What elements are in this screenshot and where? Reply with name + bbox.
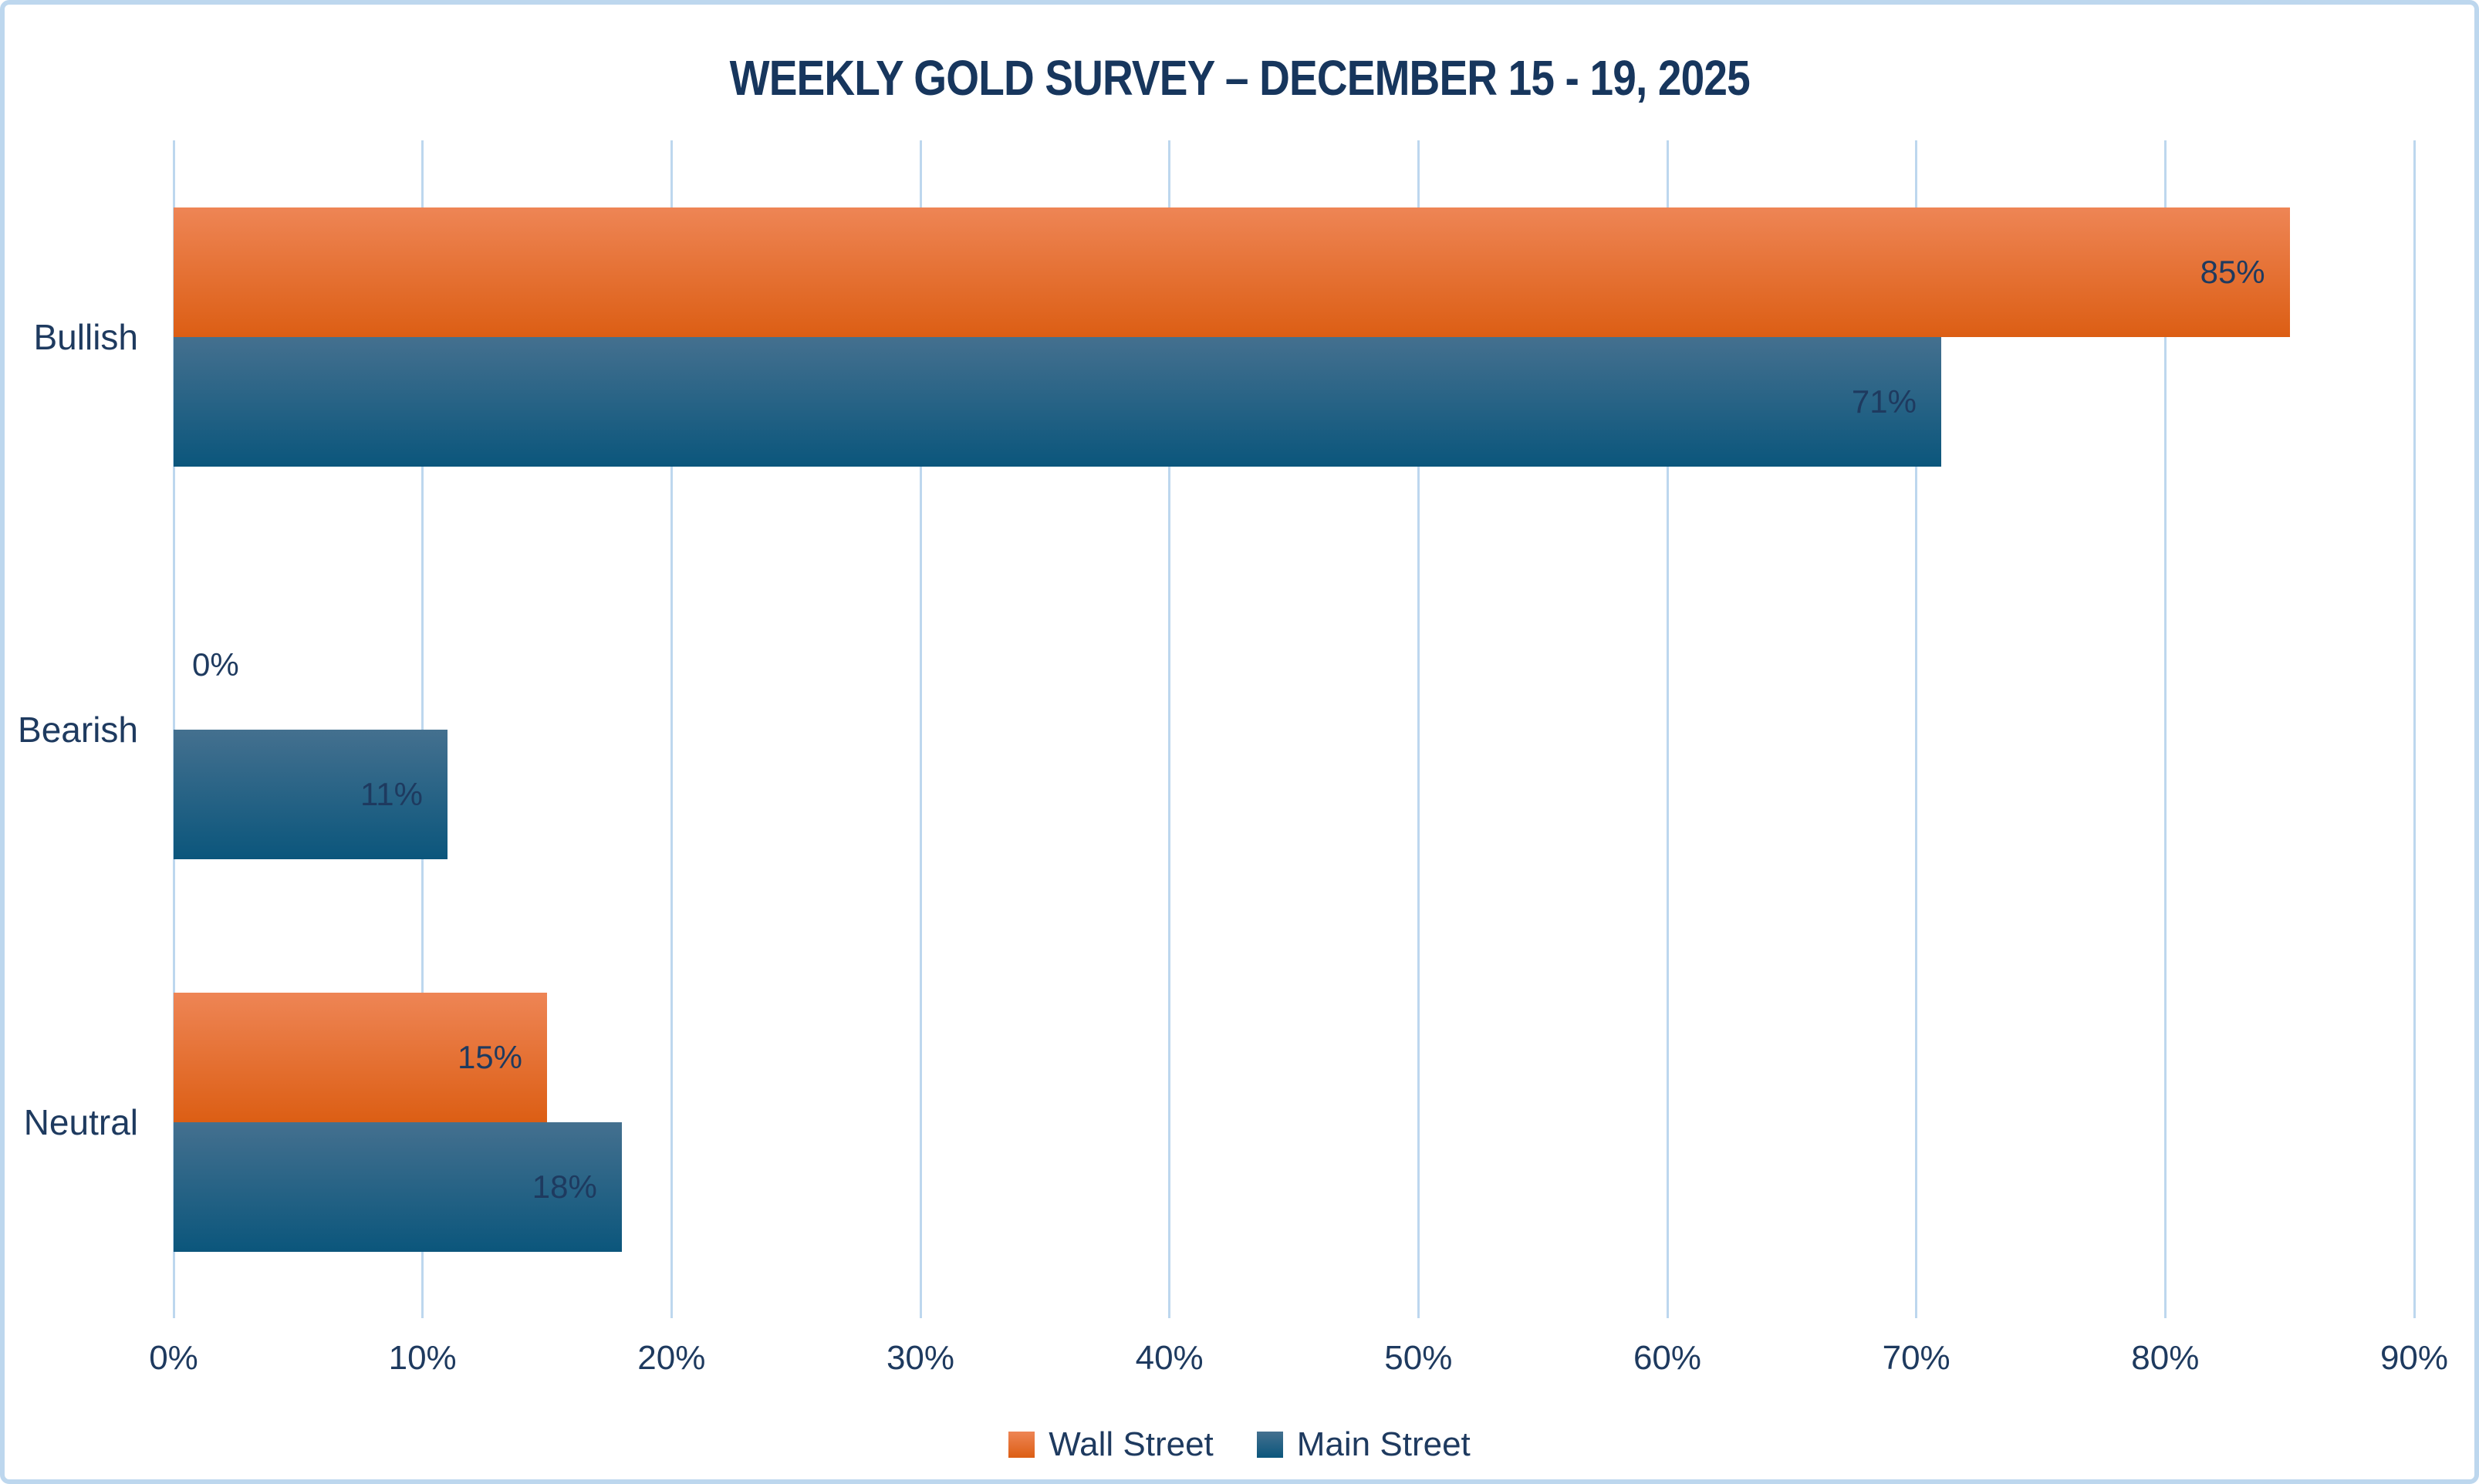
bar-main-street-bearish: 11% (174, 729, 448, 859)
gridline-6 (1666, 140, 1669, 1318)
value-label-main-street-bullish: 71% (1851, 383, 1917, 420)
value-label-wall-street-neutral: 15% (457, 1038, 522, 1075)
x-tick-label-8: 80% (2131, 1339, 2200, 1377)
legend: Wall Street Main Street (5, 1425, 2474, 1464)
category-label-bearish: Bearish (18, 709, 138, 750)
category-label-bullish: Bullish (33, 316, 138, 357)
gridline-5 (1417, 140, 1420, 1318)
legend-item-wall-street: Wall Street (1008, 1425, 1214, 1464)
value-label-main-street-bearish: 11% (360, 775, 423, 812)
x-tick-label-4: 40% (1135, 1339, 1204, 1377)
gridline-2 (670, 140, 673, 1318)
gridline-8 (2163, 140, 2167, 1318)
bar-wall-street-bullish: 85% (174, 207, 2290, 337)
x-tick-label-2: 20% (637, 1339, 706, 1377)
category-label-neutral: Neutral (23, 1101, 138, 1142)
x-tick-label-0: 0% (149, 1339, 198, 1377)
bar-main-street-bullish: 71% (174, 336, 1941, 467)
bar-main-street-neutral: 18% (174, 1121, 622, 1252)
x-tick-label-9: 90% (2379, 1339, 2449, 1377)
legend-item-main-street: Main Street (1256, 1425, 1471, 1464)
gridline-3 (919, 140, 922, 1318)
x-tick-label-7: 70% (1882, 1339, 1950, 1377)
legend-swatch-main-street (1256, 1432, 1283, 1458)
legend-label-main-street: Main Street (1296, 1425, 1471, 1463)
gridline-7 (1915, 140, 1918, 1318)
chart-title: WEEKLY GOLD SURVEY – DECEMBER 15 - 19, 2… (5, 49, 2474, 106)
bar-wall-street-neutral: 15% (174, 992, 547, 1122)
value-label-main-street-neutral: 18% (532, 1168, 597, 1205)
x-tick-label-1: 10% (388, 1339, 457, 1377)
x-tick-label-6: 60% (1633, 1339, 1702, 1377)
plot-area: 0% 10% 20% 30% 40% 50% 60% 70% 80% 90% Bullish 85% 7… (5, 5, 2474, 1479)
legend-label-wall-street: Wall Street (1049, 1425, 1214, 1463)
legend-swatch-wall-street (1008, 1432, 1035, 1458)
value-label-wall-street-bullish: 85% (2200, 253, 2265, 290)
value-label-wall-street-bearish: 0% (192, 646, 239, 683)
chart-title-text: WEEKLY GOLD SURVEY – DECEMBER 15 - 19, 2… (729, 50, 1750, 106)
x-tick-label-5: 50% (1384, 1339, 1453, 1377)
gridline-9 (2413, 140, 2416, 1318)
gridline-4 (1168, 140, 1171, 1318)
x-tick-label-3: 30% (886, 1339, 955, 1377)
